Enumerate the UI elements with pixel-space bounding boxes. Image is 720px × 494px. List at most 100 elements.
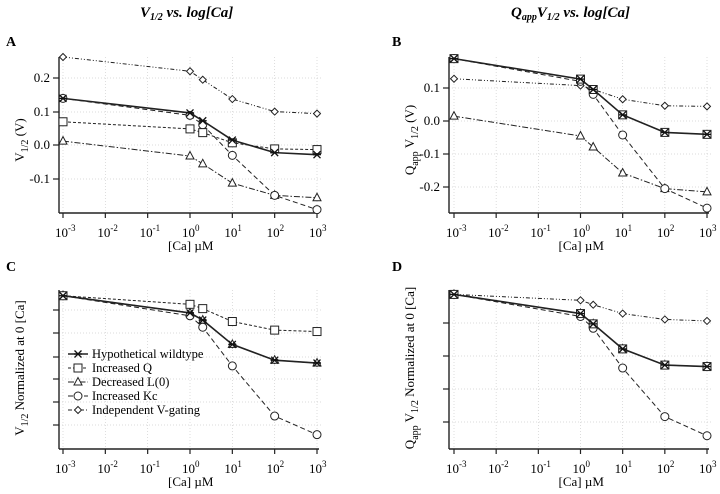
x-axis-label: [Ca] µM [168, 238, 214, 253]
marker-diamond [58, 52, 68, 62]
marker-star [186, 308, 194, 317]
marker-diamond [618, 95, 627, 104]
marker-triangle [588, 141, 599, 151]
marker-star [660, 128, 669, 137]
x-tick-label: 102 [657, 223, 675, 240]
marker-star [576, 75, 585, 84]
series-wt [450, 290, 711, 371]
marker-diamond [312, 109, 322, 118]
legend-label: Hypothetical wildtype [92, 347, 204, 361]
marker-triangle [73, 376, 83, 386]
marker-star [59, 291, 67, 300]
x-tick-label: 10-1 [530, 459, 551, 476]
y-axis-label: Qapp V1/2 (V) [402, 105, 421, 175]
panel-d: D 10-3 10-2 10-1 100 101 102 103 [Ca] µM Qapp V1/… [392, 260, 717, 489]
x-tick-label: 100 [182, 223, 200, 240]
y-tick-label: -0.1 [29, 171, 50, 186]
marker-circle [660, 184, 670, 194]
x-axis-label: [Ca] µM [559, 238, 605, 253]
series-vg [58, 52, 322, 118]
series-line [62, 97, 318, 156]
marker-square [227, 317, 237, 327]
marker-star [703, 130, 711, 139]
panel-c: C 10-3 10-2 10-1 100 101 102 103 [Ca] µM V1/2 Nor… [6, 260, 327, 489]
series-wt [450, 54, 711, 139]
title-right: QappV1/2 vs. log[Ca] [511, 5, 630, 23]
marker-star [313, 359, 321, 368]
marker-star [589, 319, 598, 328]
marker-circle [618, 130, 628, 140]
x-tick-label: 102 [267, 223, 285, 240]
marker-diamond [270, 107, 279, 116]
marker-star [450, 290, 458, 299]
series-line [453, 293, 708, 322]
marker-circle [702, 431, 712, 441]
marker-square [185, 299, 195, 309]
marker-diamond [618, 309, 627, 318]
marker-diamond [702, 102, 712, 111]
marker-square [185, 124, 195, 134]
series-line [453, 78, 708, 107]
marker-circle [618, 363, 628, 373]
marker-diamond [185, 67, 195, 76]
marker-triangle [227, 177, 238, 187]
series-line [62, 121, 318, 151]
marker-circle [198, 322, 208, 332]
marker-circle [270, 190, 280, 200]
marker-star [660, 361, 669, 370]
x-tick-label: 102 [267, 459, 285, 476]
marker-square [270, 325, 280, 335]
x-tick-label: 10-1 [530, 223, 551, 240]
marker-diamond [73, 405, 83, 415]
x-tick-label: 101 [224, 459, 242, 476]
x-tick-label: 10-2 [488, 459, 509, 476]
marker-diamond [660, 315, 670, 324]
marker-diamond [198, 75, 207, 84]
x-tick-label: 103 [309, 223, 327, 240]
marker-star [270, 356, 279, 365]
marker-diamond [702, 316, 712, 326]
marker-triangle [575, 130, 586, 140]
legend-item: Decreased L(0) [68, 375, 169, 389]
series-line [453, 58, 708, 209]
x-tick-label: 103 [699, 223, 717, 240]
marker-diamond [228, 94, 237, 104]
marker-square [198, 304, 208, 314]
marker-triangle [702, 186, 712, 196]
x-tick-label: 101 [224, 223, 242, 240]
marker-diamond [576, 296, 585, 305]
y-tick-label: -0.2 [419, 179, 440, 194]
legend-label: Independent V-gating [92, 403, 201, 417]
series-wt [59, 94, 321, 159]
marker-star [198, 116, 207, 125]
panel-letter: D [392, 260, 402, 275]
x-tick-label: 100 [182, 459, 200, 476]
marker-star [450, 54, 458, 63]
legend-label: Increased Q [92, 361, 152, 375]
series-wt [59, 291, 321, 368]
series-line [62, 140, 318, 199]
marker-star [313, 150, 321, 159]
x-tick-label: 102 [657, 459, 675, 476]
panel-b: B 10-3 10-2 10-1 100 101 102 103 [Ca] µM 0.1 0.0 -0… [392, 35, 717, 253]
legend-item: Hypothetical wildtype [68, 347, 204, 361]
x-tick-label: 100 [573, 459, 591, 476]
legend-item: Independent V-gating [68, 403, 201, 417]
marker-circle [702, 203, 712, 213]
marker-star [618, 110, 627, 119]
series-line [62, 97, 318, 211]
series-line [453, 293, 708, 368]
marker-square [312, 145, 322, 155]
y-tick-label: -0.1 [419, 146, 440, 161]
marker-star [198, 316, 207, 325]
y-tick-label: 0.1 [34, 104, 50, 119]
series-line [453, 115, 708, 193]
series-line [62, 295, 318, 333]
y-tick-label: 0.0 [424, 113, 440, 128]
legend-item: Increased Kc [68, 389, 158, 403]
y-tick-label: 0.1 [424, 80, 440, 95]
marker-triangle [312, 192, 322, 202]
marker-star [59, 94, 67, 103]
x-tick-label: 100 [573, 223, 591, 240]
